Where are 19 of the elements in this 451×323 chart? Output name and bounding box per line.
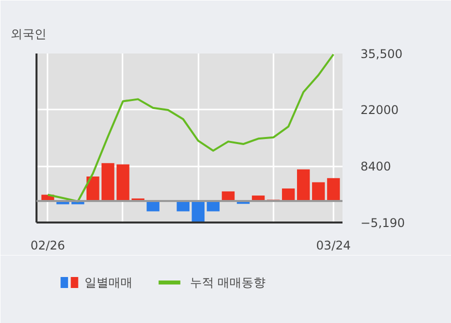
bar xyxy=(297,169,310,201)
chart-title: 외국인 xyxy=(10,27,46,41)
y-tick-label: 8400 xyxy=(360,160,392,174)
legend-label: 일별매매 xyxy=(84,276,133,290)
bar xyxy=(102,163,114,201)
bar xyxy=(312,182,325,201)
bar xyxy=(327,178,340,201)
y-tick-label: 35,500 xyxy=(360,47,402,61)
bar xyxy=(116,164,130,201)
bar xyxy=(282,188,295,201)
x-tick-label: 03/24 xyxy=(316,238,351,252)
legend-label: 누적 매매동향 xyxy=(190,276,266,290)
bar xyxy=(146,200,160,212)
bar xyxy=(192,200,205,222)
line-series xyxy=(46,54,334,202)
y-tick-label: −5,190 xyxy=(360,216,405,230)
bar xyxy=(176,200,190,212)
y-tick-label: 22000 xyxy=(360,103,399,118)
x-tick-label: 02/26 xyxy=(30,238,66,252)
